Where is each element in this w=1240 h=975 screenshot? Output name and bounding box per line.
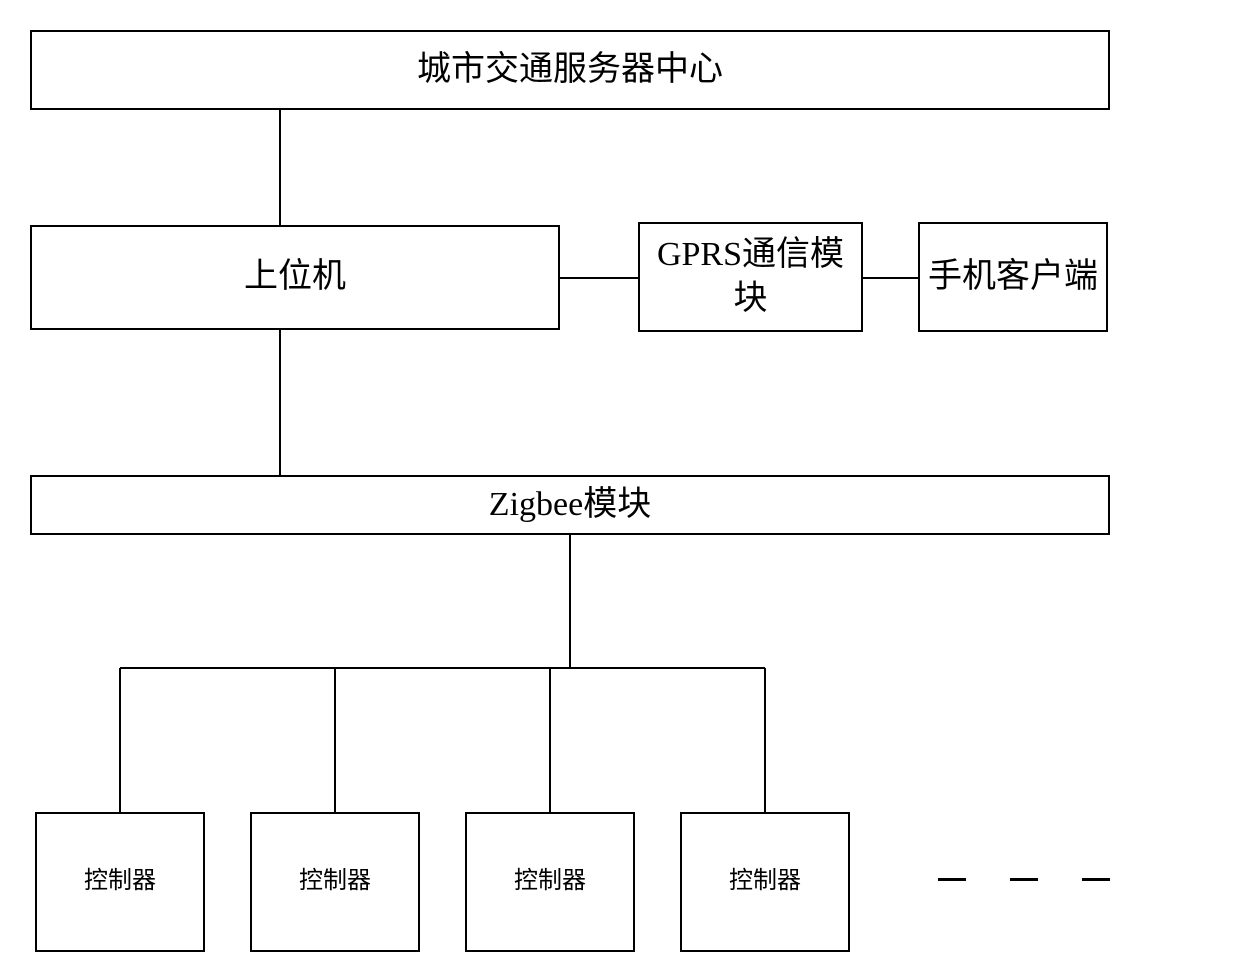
node-label: 控制器 — [729, 866, 801, 897]
node-label: 手机客户端 — [928, 255, 1098, 299]
node-label: Zigbee模块 — [489, 483, 651, 527]
node-label: 控制器 — [299, 866, 371, 897]
ellipsis-dash — [1082, 878, 1110, 881]
node-zigbee: Zigbee模块 — [30, 475, 1110, 535]
diagram-canvas: 城市交通服务器中心 上位机 GPRS通信模块 手机客户端 Zigbee模块 控制… — [0, 0, 1240, 975]
node-controller-2: 控制器 — [250, 812, 420, 952]
node-host-pc: 上位机 — [30, 225, 560, 330]
node-label: GPRS通信模块 — [640, 233, 861, 321]
node-label: 上位机 — [244, 255, 346, 299]
node-mobile: 手机客户端 — [918, 222, 1108, 332]
node-controller-1: 控制器 — [35, 812, 205, 952]
node-label: 控制器 — [84, 866, 156, 897]
ellipsis-dash — [938, 878, 966, 881]
node-label: 城市交通服务器中心 — [417, 48, 723, 92]
node-controller-4: 控制器 — [680, 812, 850, 952]
node-controller-3: 控制器 — [465, 812, 635, 952]
node-server-center: 城市交通服务器中心 — [30, 30, 1110, 110]
node-label: 控制器 — [514, 866, 586, 897]
ellipsis-dash — [1010, 878, 1038, 881]
node-gprs: GPRS通信模块 — [638, 222, 863, 332]
